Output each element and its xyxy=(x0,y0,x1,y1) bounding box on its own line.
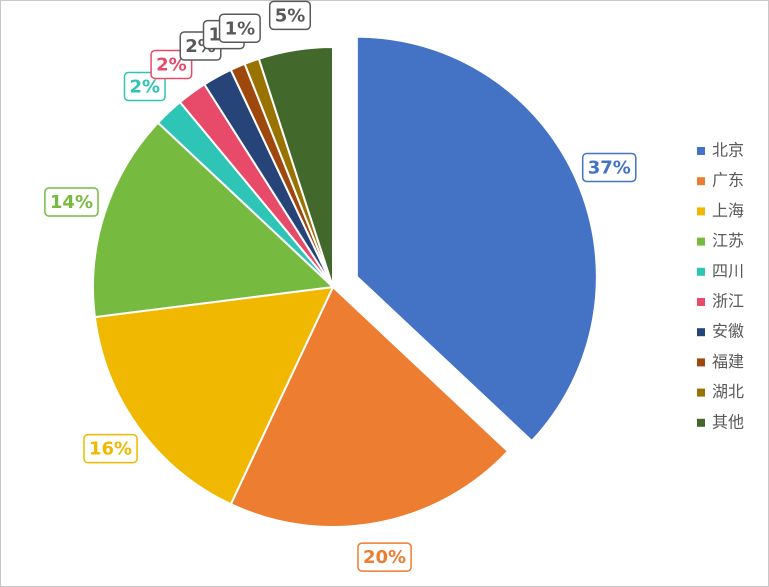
legend-label: 江苏 xyxy=(712,231,744,250)
legend-label: 四川 xyxy=(712,261,744,280)
data-label-box xyxy=(218,13,261,44)
legend-label: 安徽 xyxy=(712,322,744,341)
data-label-box xyxy=(83,433,138,464)
legend-label: 湖北 xyxy=(712,382,744,401)
legend-marker xyxy=(697,147,705,155)
legend-label: 上海 xyxy=(712,201,744,220)
data-label: 16% xyxy=(83,433,138,464)
legend-marker xyxy=(697,298,705,306)
legend-marker xyxy=(697,237,705,246)
data-label-box xyxy=(123,71,166,102)
data-label: 14% xyxy=(44,187,99,217)
data-label: 2% xyxy=(123,71,166,102)
legend-label: 浙江 xyxy=(712,292,744,311)
legend-marker xyxy=(697,418,705,427)
data-label-text: 16% xyxy=(89,439,132,460)
pie-slice xyxy=(257,45,334,288)
legend-label: 福建 xyxy=(712,352,744,371)
data-label-box xyxy=(581,152,637,183)
legend-marker xyxy=(697,207,705,216)
data-label-text: 5% xyxy=(275,5,306,26)
data-label: 5% xyxy=(268,0,312,31)
data-label: 20% xyxy=(357,542,412,572)
legend-marker xyxy=(697,388,705,397)
data-label-box xyxy=(268,0,312,31)
legend-marker xyxy=(697,358,705,367)
data-label: 1% xyxy=(218,13,261,44)
slices xyxy=(92,35,598,528)
data-labels: 37%20%16%14%2%2%2%1%1%5% xyxy=(44,0,637,572)
pie-slice xyxy=(93,285,335,506)
data-label-text: 2% xyxy=(129,77,160,98)
pie-slice xyxy=(229,285,510,528)
legend-label: 广东 xyxy=(712,171,744,190)
legend-marker xyxy=(697,267,705,276)
data-label-box xyxy=(357,542,412,572)
data-label-text: 2% xyxy=(156,55,187,76)
legend-label: 北京 xyxy=(712,141,744,160)
legend-label: 其他 xyxy=(712,412,744,431)
legend-marker xyxy=(697,328,705,337)
data-label-text: 1% xyxy=(225,18,256,39)
data-label-text: 37% xyxy=(588,157,631,178)
data-label: 37% xyxy=(581,152,637,183)
data-label-text: 14% xyxy=(50,192,93,213)
data-label-text: 20% xyxy=(363,547,406,568)
legend-marker xyxy=(697,177,705,186)
pie-slice xyxy=(355,35,598,443)
pie-slice xyxy=(92,121,336,319)
data-label-box xyxy=(44,187,99,217)
